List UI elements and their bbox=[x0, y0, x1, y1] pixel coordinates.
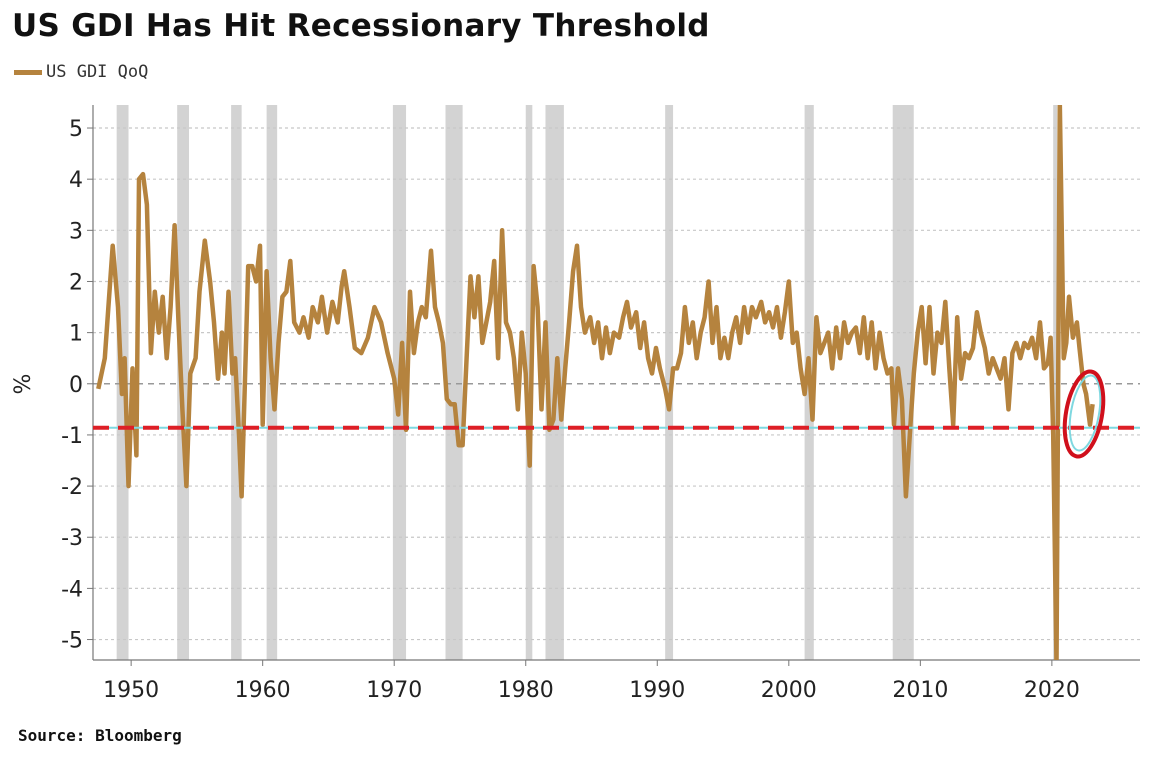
source-note: Source: Bloomberg bbox=[18, 726, 182, 745]
recession-bands bbox=[116, 105, 1058, 660]
y-tick-label: -3 bbox=[61, 526, 83, 551]
y-tick-label: -1 bbox=[61, 424, 83, 449]
y-tick-label: 2 bbox=[69, 270, 83, 295]
x-tick-labels: 1950 1960 1970 1980 1990 2000 2010 2020 bbox=[103, 678, 1080, 703]
annotation-ellipse-cyan bbox=[1068, 374, 1102, 452]
y-tick-label: -5 bbox=[61, 629, 83, 654]
y-tick-label: 4 bbox=[69, 168, 83, 193]
gridlines bbox=[87, 127, 1140, 666]
legend-swatch bbox=[14, 69, 42, 75]
y-tick-label: 3 bbox=[69, 219, 83, 244]
x-tick-label: 1950 bbox=[103, 678, 159, 703]
annotation-ellipse bbox=[1062, 369, 1106, 459]
x-tick-label: 2010 bbox=[892, 678, 948, 703]
y-axis-label: % bbox=[11, 374, 36, 395]
recession-band bbox=[892, 105, 914, 660]
y-tick-label: 0 bbox=[69, 373, 83, 398]
legend: US GDI QoQ bbox=[14, 62, 148, 82]
x-tick-label: 1970 bbox=[366, 678, 422, 703]
recession-band bbox=[665, 105, 674, 660]
recession-band bbox=[1053, 105, 1058, 660]
y-tick-label: 1 bbox=[69, 322, 83, 347]
legend-label: US GDI QoQ bbox=[46, 62, 149, 82]
x-tick-label: 1990 bbox=[629, 678, 685, 703]
y-tick-label: -2 bbox=[61, 475, 83, 500]
y-tick-labels: 5 4 3 2 1 0 -1 -2 -3 -4 -5 bbox=[61, 117, 83, 654]
chart-title: US GDI Has Hit Recessionary Threshold bbox=[12, 8, 710, 44]
series-line-us-gdi-qoq bbox=[96, 105, 1095, 660]
recession-band bbox=[525, 105, 533, 660]
recession-band bbox=[445, 105, 463, 660]
x-tick-label: 2000 bbox=[761, 678, 817, 703]
y-tick-label: 5 bbox=[69, 117, 83, 142]
x-tick-label: 2020 bbox=[1024, 678, 1080, 703]
x-tick-label: 1980 bbox=[498, 678, 554, 703]
x-tick-label: 1960 bbox=[235, 678, 291, 703]
y-tick-label: -4 bbox=[61, 577, 83, 602]
